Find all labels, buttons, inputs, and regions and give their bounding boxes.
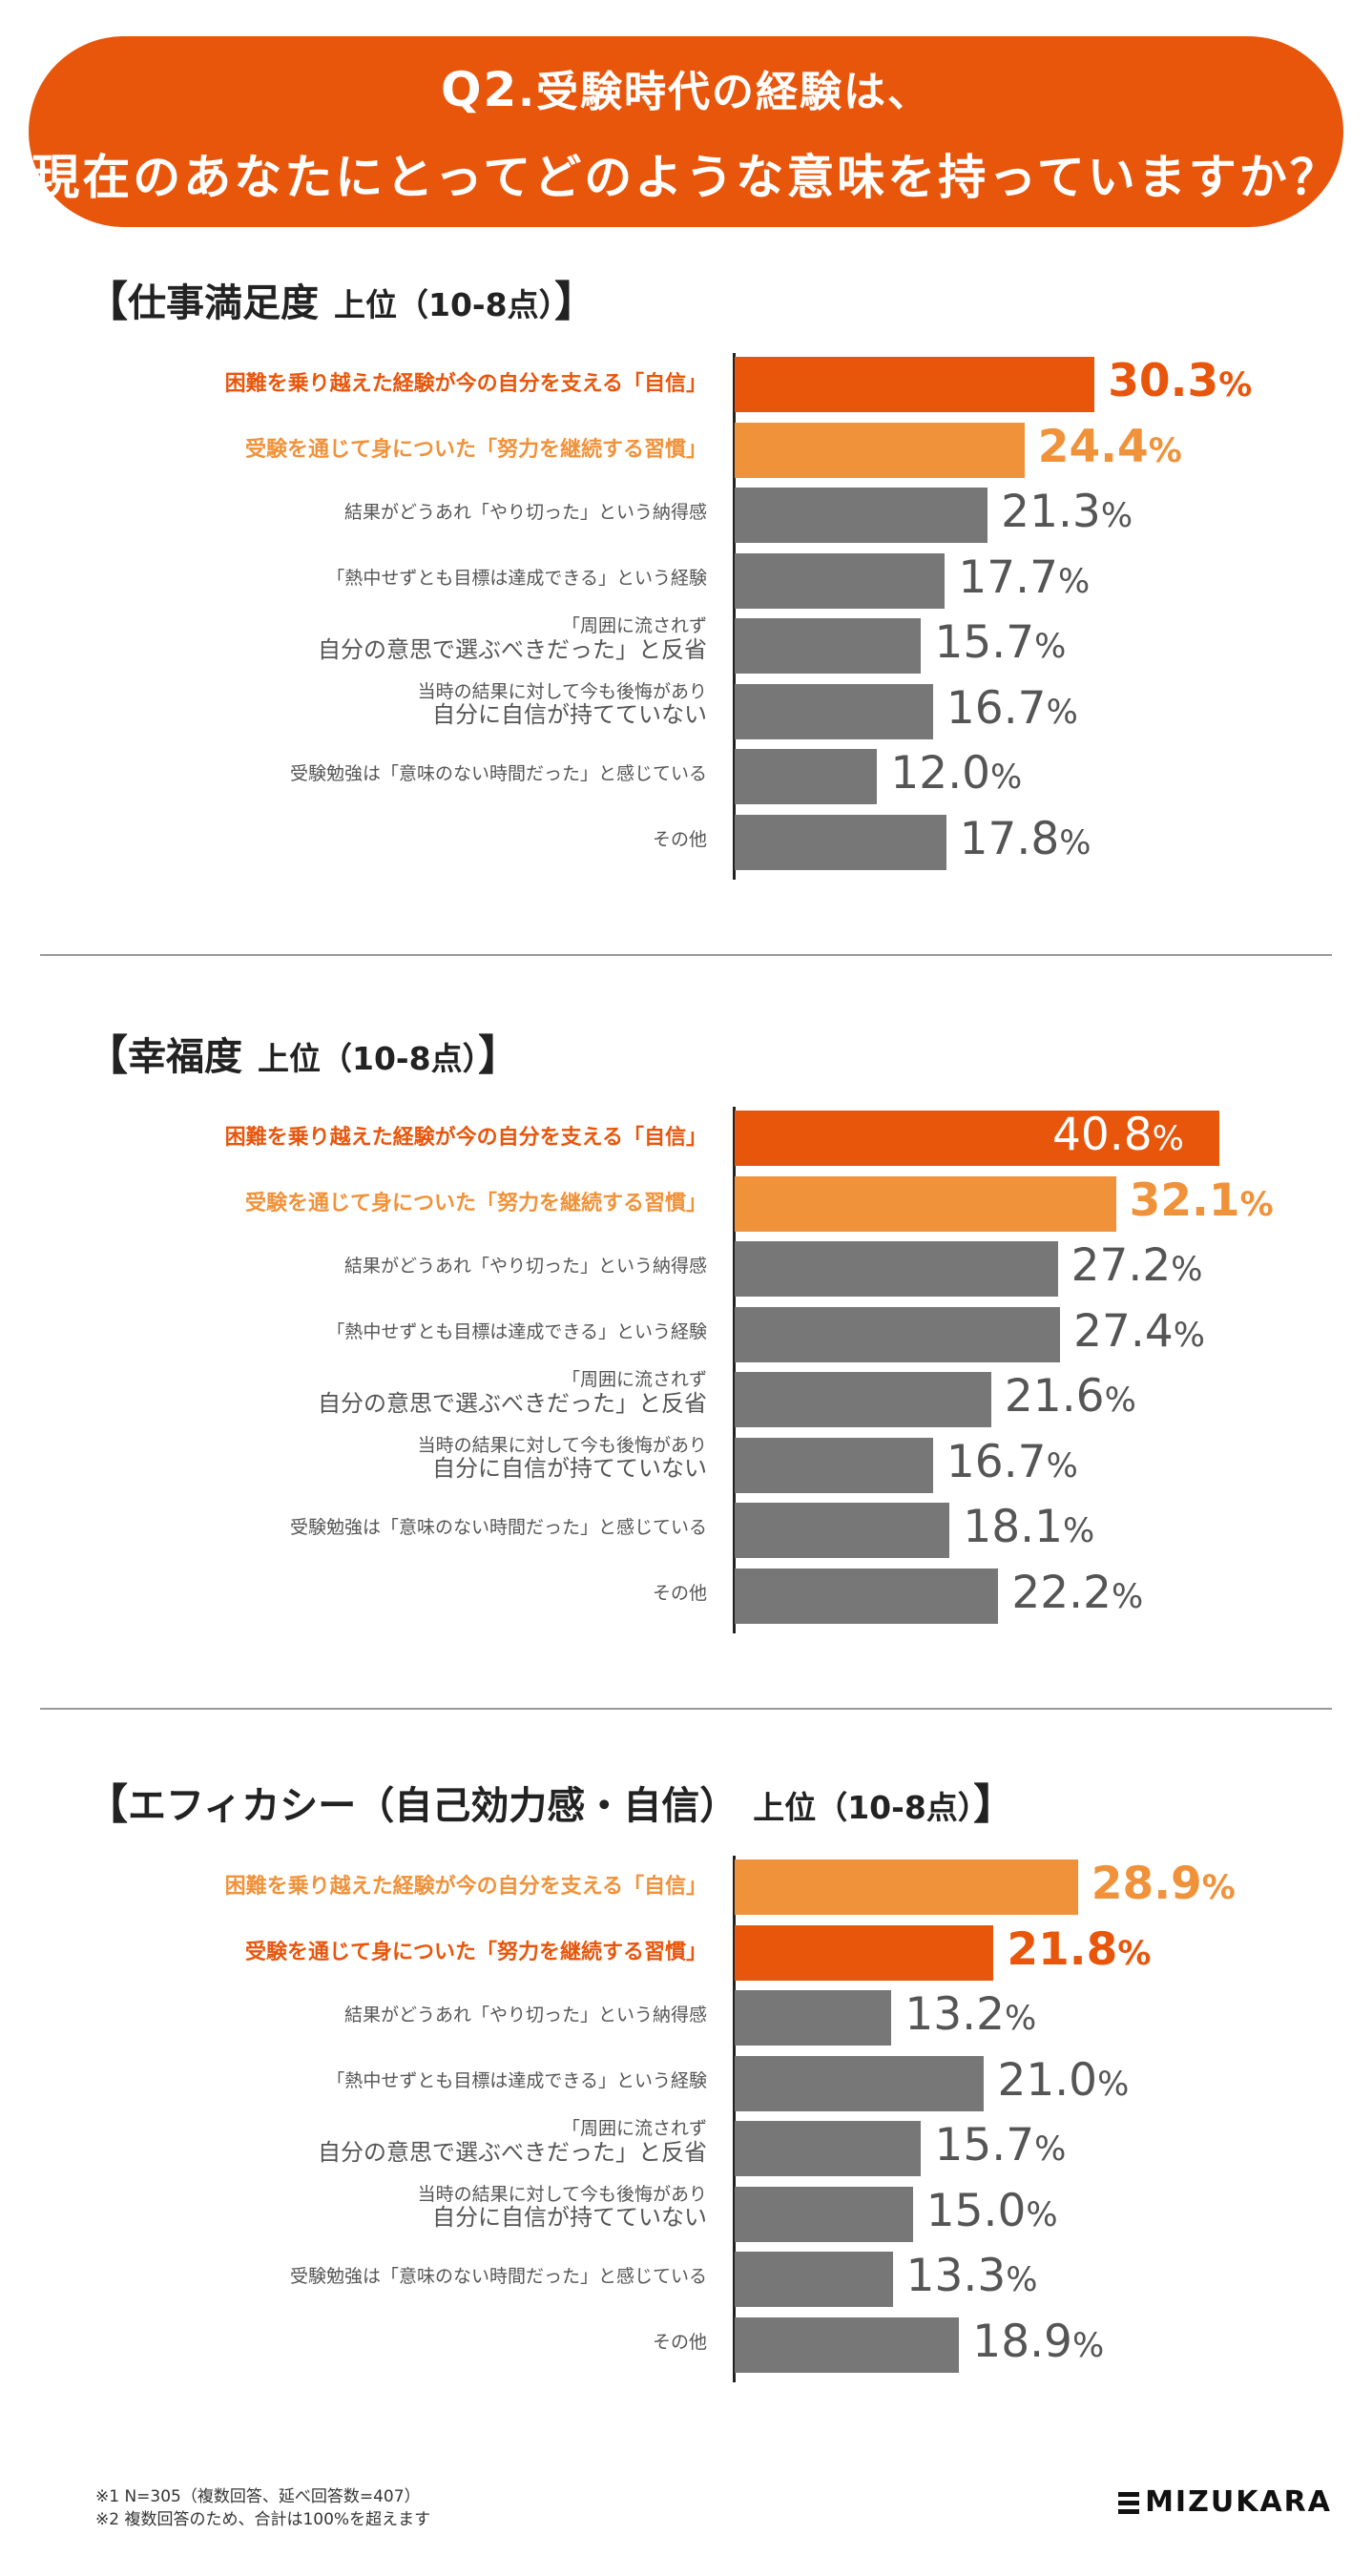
value-label: 21.3% — [1001, 486, 1133, 538]
bar — [735, 552, 946, 609]
value-label: 16.7% — [946, 681, 1078, 735]
value-label: 18.9% — [972, 2315, 1105, 2368]
bar — [735, 618, 922, 674]
category-label: 受験勉強は「意味のない時間だった」と感じている — [289, 763, 707, 784]
bar — [735, 1924, 994, 1981]
section-title: 【エフィカシー（自己効力感・自信） 上位（10-8点）】 — [86, 1780, 1016, 1829]
category-label: その他 — [652, 1582, 707, 1604]
bar — [735, 2252, 893, 2307]
bar — [735, 488, 988, 543]
category-label: 結果がどうあれ「やり切った」という納得感 — [343, 1256, 707, 1277]
bar — [735, 2055, 985, 2111]
value-label: 16.7% — [946, 1435, 1078, 1488]
bar-chart: 困難を乗り越えた経験が今の自分を支える「自信」 28.9% 受験を通じて身についた「… — [0, 1856, 1372, 2390]
question-line-1: Q2.受験時代の経験は、 — [440, 62, 931, 117]
value-label: 15.0% — [925, 2184, 1058, 2237]
value-label: 27.2% — [1071, 1239, 1203, 1292]
value-label: 32.1% — [1129, 1174, 1274, 1227]
bar — [735, 1111, 1219, 1166]
value-label: 13.2% — [904, 1988, 1037, 2041]
value-label: 22.2% — [1011, 1566, 1144, 1619]
category-label: 「周囲に流されず 自分の意思で選ぶべきだった」と反省 — [318, 1369, 707, 1417]
category-label: 困難を乗り越えた経験が今の自分を支える「自信」 — [224, 1875, 707, 1899]
bar — [735, 814, 946, 870]
section-title: 【幸福度 上位（10-8点）】 — [86, 1031, 521, 1080]
value-label: 27.4% — [1073, 1304, 1206, 1358]
question-banner: Q2.受験時代の経験は、 現在のあなたにとってどのような意味を持っていますか？ — [29, 36, 1343, 227]
footnote-1: ※1 N=305（複数回答、延べ回答数=407） — [95, 2487, 421, 2506]
bar-chart: 困難を乗り越えた経験が今の自分を支える「自信」 40.8% 受験を通じて身についた「… — [0, 1107, 1372, 1641]
bar — [735, 2121, 922, 2176]
value-label: 18.1% — [963, 1501, 1095, 1553]
question-line-2: 現在のあなたにとってどのような意味を持っていますか？ — [31, 150, 1341, 205]
bar — [735, 357, 1095, 412]
bar — [735, 749, 878, 804]
category-label: 受験を通じて身についた「努力を継続する習慣」 — [244, 1191, 707, 1215]
category-label: 結果がどうあれ「やり切った」という納得感 — [343, 502, 707, 523]
bar — [735, 422, 1025, 478]
brand-logo: MIZUKARA — [1118, 2485, 1332, 2519]
category-label: 当時の結果に対して今も後悔があり 自分に自信が持てていない — [417, 1434, 707, 1483]
category-label: 受験勉強は「意味のない時間だった」と感じている — [289, 1517, 707, 1538]
bar — [735, 1990, 892, 2046]
category-label: 当時の結果に対して今も後悔があり 自分に自信が持てていない — [417, 2183, 707, 2232]
value-label: 21.0% — [997, 2053, 1130, 2107]
bar-chart: 困難を乗り越えた経験が今の自分を支える「自信」 30.3% 受験を通じて身についた「… — [0, 353, 1372, 887]
value-axis-line — [733, 1107, 736, 1633]
value-label: 12.0% — [890, 747, 1023, 800]
value-axis-line — [733, 353, 736, 880]
value-axis-line — [733, 1856, 736, 2382]
bar — [735, 1437, 933, 1493]
category-label: 受験勉強は「意味のない時間だった」と感じている — [289, 2266, 707, 2287]
value-label: 13.3% — [905, 2250, 1038, 2302]
category-label: 「周囲に流されず 自分の意思で選ぶべきだった」と反省 — [318, 615, 707, 663]
logo-mark-icon — [1118, 2488, 1140, 2518]
bar — [735, 1568, 999, 1624]
category-label: 結果がどうあれ「やり切った」という納得感 — [343, 2005, 707, 2025]
value-label: 17.8% — [959, 812, 1091, 865]
category-label: 「熱中せずとも目標は達成できる」という経験 — [326, 2069, 707, 2091]
category-label: 「熱中せずとも目標は達成できる」という経験 — [326, 1320, 707, 1342]
section-divider — [40, 1708, 1332, 1710]
section-title: 【仕事満足度 上位（10-8点）】 — [86, 278, 597, 326]
bar — [735, 1503, 950, 1558]
bar — [735, 1372, 991, 1427]
category-label: 受験を通じて身についた「努力を継続する習慣」 — [244, 1940, 707, 1964]
footnote-2: ※2 複数回答のため、合計は100%を超えます — [95, 2510, 431, 2529]
category-label: 当時の結果に対して今も後悔があり 自分に自信が持てていない — [417, 680, 707, 729]
category-label: 「周囲に流されず 自分の意思で選ぶべきだった」と反省 — [318, 2118, 707, 2166]
bar — [735, 1241, 1058, 1297]
bar — [735, 2316, 960, 2373]
category-label: その他 — [652, 828, 707, 850]
bar — [735, 2186, 913, 2242]
category-label: 受験を通じて身についた「努力を継続する習慣」 — [244, 437, 707, 462]
value-label: 24.4% — [1037, 420, 1182, 473]
category-label: その他 — [652, 2331, 707, 2353]
category-label: 困難を乗り越えた経験が今の自分を支える「自信」 — [224, 372, 707, 396]
value-label: 21.8% — [1007, 1922, 1152, 1976]
category-label: 困難を乗り越えた経験が今の自分を支える「自信」 — [224, 1126, 707, 1150]
value-label: 21.6% — [1004, 1370, 1136, 1423]
bar — [735, 683, 933, 739]
value-label: 15.7% — [934, 616, 1067, 669]
section-divider — [40, 954, 1332, 956]
bar — [735, 1306, 1061, 1362]
bar — [735, 1859, 1078, 1915]
value-label: 30.3% — [1108, 355, 1253, 407]
value-label: 40.8% — [1051, 1109, 1184, 1161]
bar — [735, 1175, 1116, 1232]
value-label: 28.9% — [1091, 1858, 1236, 1910]
value-label: 17.7% — [958, 551, 1091, 604]
category-label: 「熱中せずとも目標は達成できる」という経験 — [326, 567, 707, 589]
value-label: 15.7% — [934, 2119, 1067, 2171]
